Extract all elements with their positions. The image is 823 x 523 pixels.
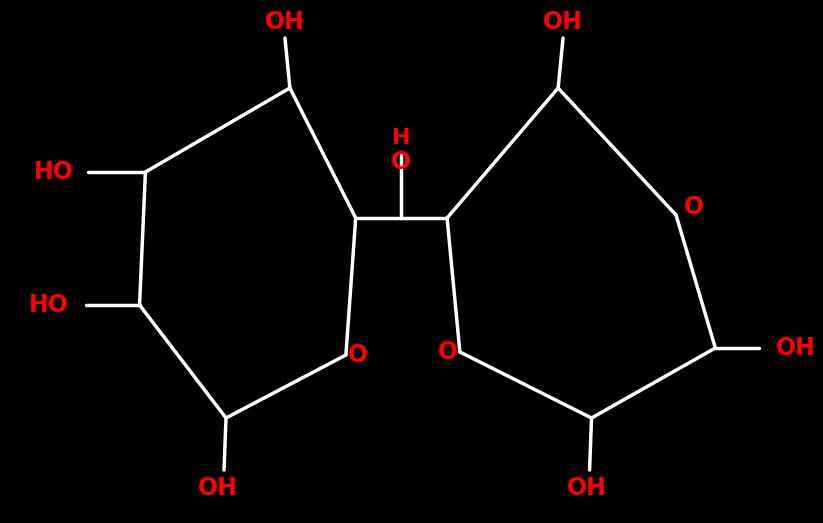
- Text: O: O: [348, 343, 368, 367]
- Text: HO: HO: [34, 160, 74, 184]
- Text: OH: OH: [265, 10, 305, 34]
- Text: O: O: [684, 195, 704, 219]
- Text: HO: HO: [29, 293, 69, 317]
- Text: O: O: [391, 150, 411, 174]
- Text: H: H: [392, 128, 410, 148]
- Text: OH: OH: [543, 10, 583, 34]
- Text: OH: OH: [567, 476, 607, 500]
- Text: OH: OH: [198, 476, 238, 500]
- Text: O: O: [438, 340, 458, 364]
- Text: OH: OH: [776, 336, 816, 360]
